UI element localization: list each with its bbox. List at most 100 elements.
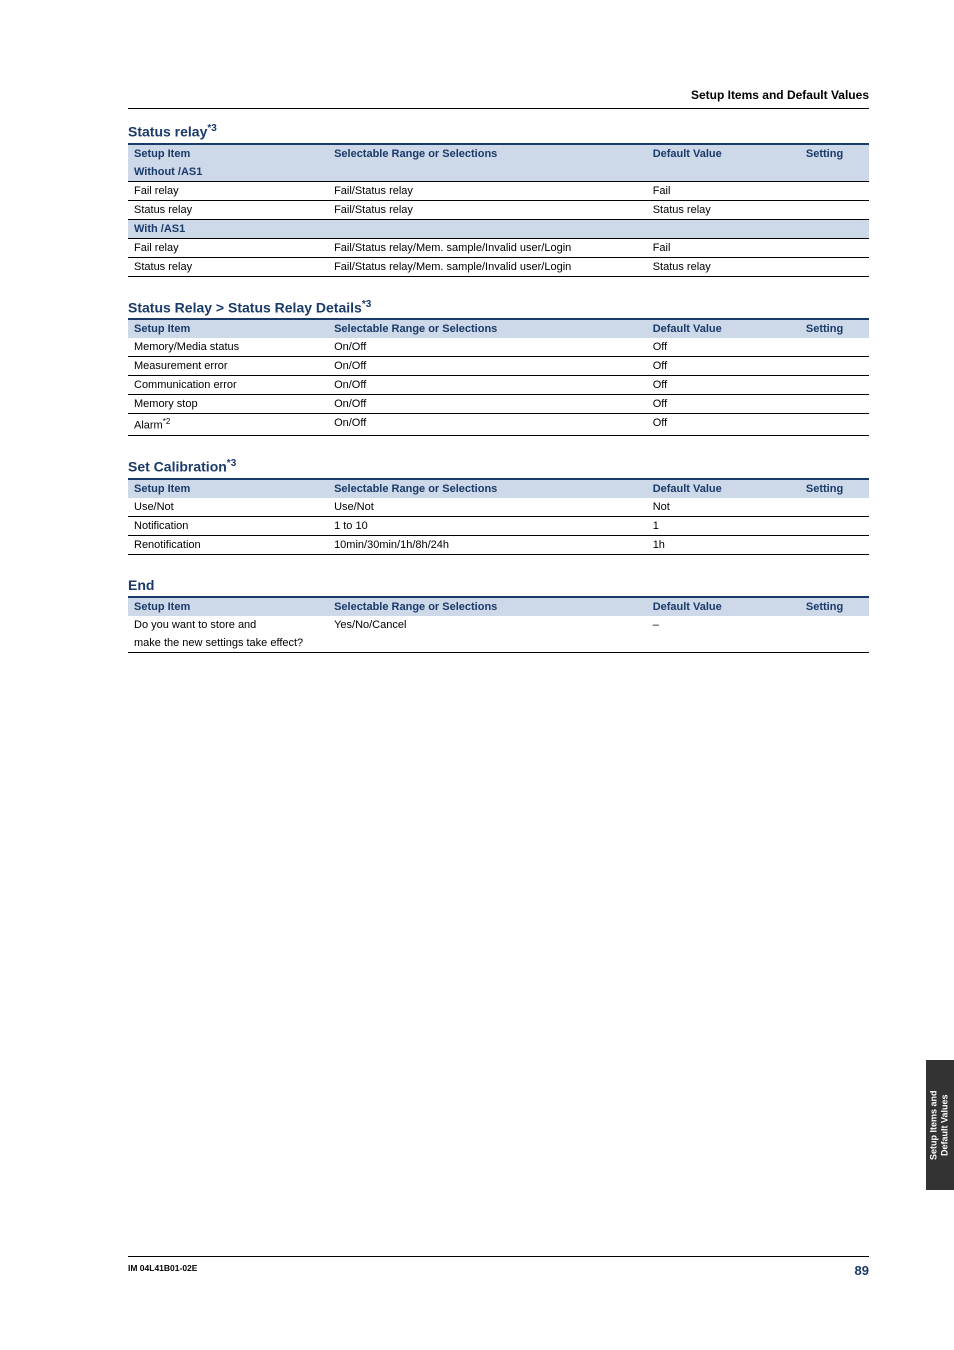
setup-item-cell: Alarm*2 [128,414,328,436]
section-title: Status relay*3 [128,123,869,145]
section-title: Set Calibration*3 [128,458,869,480]
side-tab-line1: Setup Items and [929,1090,939,1160]
setting-cell [780,257,869,276]
range-cell: 10min/30min/1h/8h/24h [328,535,647,554]
range-cell: On/Off [328,338,647,357]
table-row: Memory/Media statusOn/OffOff [128,338,869,357]
table-header-row: Setup ItemSelectable Range or Selections… [128,598,869,616]
table-header-cell: Default Value [647,320,780,338]
range-cell: On/Off [328,414,647,436]
table-header-cell: Selectable Range or Selections [328,320,647,338]
default-value-cell: Off [647,414,780,436]
table-header-cell: Selectable Range or Selections [328,598,647,616]
setup-item-cell: Communication error [128,376,328,395]
section-title-text: Status Relay > Status Relay Details [128,299,362,315]
section-title: Status Relay > Status Relay Details*3 [128,299,869,321]
setup-item-cell: Use/Not [128,498,328,517]
table-header-cell: Default Value [647,145,780,163]
range-cell: On/Off [328,395,647,414]
default-value-cell: Status relay [647,257,780,276]
range-cell: Fail/Status relay [328,200,647,219]
default-value-cell: Off [647,376,780,395]
default-value-cell: Off [647,357,780,376]
sub-header-cell: Without /AS1 [128,163,869,182]
range-cell: Fail/Status relay [328,181,647,200]
table-header-row: Setup ItemSelectable Range or Selections… [128,145,869,163]
default-value-cell [647,634,780,653]
settings-table: Setup ItemSelectable Range or Selections… [128,320,869,436]
section-title-text: End [128,577,154,593]
sections-container: Status relay*3Setup ItemSelectable Range… [128,123,869,653]
table-header-cell: Selectable Range or Selections [328,145,647,163]
range-cell [328,634,647,653]
table-row: Alarm*2On/OffOff [128,414,869,436]
setup-item-cell: Measurement error [128,357,328,376]
page-content: Setup Items and Default Values Status re… [0,0,954,653]
table-header-cell: Setting [780,320,869,338]
section-title: End [128,577,869,598]
setting-cell [780,238,869,257]
side-tab-line2: Default Values [940,1094,950,1156]
table-row: Communication errorOn/OffOff [128,376,869,395]
table-row: Fail relayFail/Status relayFail [128,181,869,200]
section-title-sup: *3 [227,458,236,469]
table-header-row: Setup ItemSelectable Range or Selections… [128,480,869,498]
range-cell: On/Off [328,376,647,395]
range-cell: Fail/Status relay/Mem. sample/Invalid us… [328,238,647,257]
setting-cell [780,395,869,414]
table-row: Use/NotUse/NotNot [128,498,869,517]
section-title-text: Status relay [128,124,207,140]
table-row: Fail relayFail/Status relay/Mem. sample/… [128,238,869,257]
settings-table: Setup ItemSelectable Range or Selections… [128,598,869,653]
section-title-sup: *3 [207,123,216,134]
table-header-cell: Setting [780,598,869,616]
table-row: make the new settings take effect? [128,634,869,653]
table-row: Notification1 to 101 [128,516,869,535]
table-row: Without /AS1 [128,163,869,182]
settings-table: Setup ItemSelectable Range or Selections… [128,480,869,555]
table-row: Do you want to store andYes/No/Cancel– [128,616,869,634]
setup-item-cell: Do you want to store and [128,616,328,634]
setup-item-cell: make the new settings take effect? [128,634,328,653]
default-value-cell: Status relay [647,200,780,219]
table-header-cell: Default Value [647,480,780,498]
settings-table: Setup ItemSelectable Range or Selections… [128,145,869,277]
table-header-cell: Setup Item [128,480,328,498]
side-tab: Setup Items and Default Values [926,1060,954,1190]
table-header-cell: Setup Item [128,320,328,338]
range-cell: Yes/No/Cancel [328,616,647,634]
sub-header-cell: With /AS1 [128,219,869,238]
table-row: Renotification10min/30min/1h/8h/24h1h [128,535,869,554]
section: Status Relay > Status Relay Details*3Set… [128,299,869,436]
range-cell: 1 to 10 [328,516,647,535]
table-header-row: Setup ItemSelectable Range or Selections… [128,320,869,338]
table-row: With /AS1 [128,219,869,238]
table-row: Status relayFail/Status relay/Mem. sampl… [128,257,869,276]
range-cell: On/Off [328,357,647,376]
default-value-cell: – [647,616,780,634]
table-header-cell: Setup Item [128,598,328,616]
setup-item-cell: Fail relay [128,181,328,200]
table-header-cell: Setting [780,145,869,163]
range-cell: Fail/Status relay/Mem. sample/Invalid us… [328,257,647,276]
section-title-sup: *3 [362,299,371,310]
setting-cell [780,616,869,634]
default-value-cell: Fail [647,181,780,200]
default-value-cell: 1h [647,535,780,554]
setting-cell [780,516,869,535]
table-header-cell: Setting [780,480,869,498]
section: Status relay*3Setup ItemSelectable Range… [128,123,869,277]
footer-doc-id: IM 04L41B01-02E [128,1263,197,1278]
setup-item-cell: Status relay [128,200,328,219]
page-header-title: Setup Items and Default Values [128,88,869,109]
footer-page-number: 89 [855,1263,869,1278]
setup-item-cell: Memory/Media status [128,338,328,357]
setting-cell [780,414,869,436]
setup-item-cell: Notification [128,516,328,535]
setting-cell [780,357,869,376]
range-cell: Use/Not [328,498,647,517]
default-value-cell: 1 [647,516,780,535]
table-header-cell: Default Value [647,598,780,616]
item-sup: *2 [163,417,171,426]
setting-cell [780,634,869,653]
